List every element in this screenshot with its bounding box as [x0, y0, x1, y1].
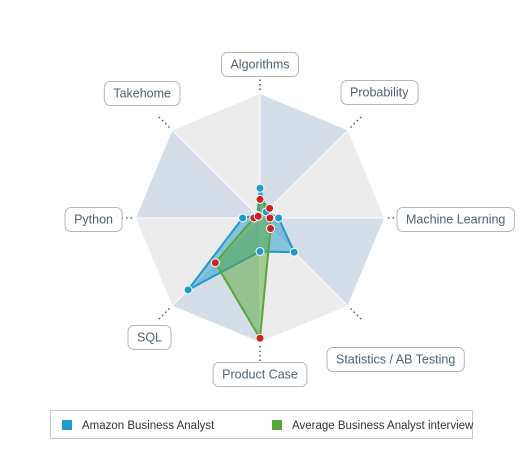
axis-label-8: Takehome: [103, 81, 181, 106]
radar-band: [260, 94, 348, 218]
spoke-extension: [156, 114, 171, 129]
axis-label-3: Machine Learning: [396, 207, 515, 232]
axis-label-6: SQL: [127, 325, 172, 350]
data-point-1-5[interactable]: [255, 246, 265, 256]
data-point-2-2[interactable]: [265, 203, 275, 213]
axis-label-7: Python: [64, 207, 123, 232]
spoke-extension: [349, 307, 364, 322]
spoke-line: [259, 129, 349, 219]
axis-label-text: Takehome: [113, 87, 171, 101]
legend-frame: [50, 410, 473, 439]
legend-label-1: Amazon Business Analyst: [82, 420, 215, 432]
data-point-2-3[interactable]: [265, 213, 275, 223]
radar-band: [260, 218, 384, 306]
axis-label-text: Machine Learning: [406, 213, 505, 227]
axis-label-text: Python: [74, 213, 113, 227]
radar-band: [260, 130, 384, 218]
axis-label-1: Algorithms: [221, 52, 299, 77]
data-point-2-5[interactable]: [255, 333, 265, 343]
axis-label-2: Probability: [340, 80, 419, 105]
radar-band: [136, 130, 260, 218]
data-point-2-8[interactable]: [253, 211, 263, 221]
radar-band: [172, 94, 260, 218]
spoke-line: [171, 129, 261, 219]
legend-item-2[interactable]: Average Business Analyst interview: [272, 420, 474, 432]
axis-label-4: Statistics / AB Testing: [326, 347, 465, 372]
spoke-extension: [156, 307, 171, 322]
axis-label-5: Product Case: [212, 362, 308, 387]
data-point-1-3[interactable]: [274, 213, 284, 223]
data-point-1-1[interactable]: [255, 183, 265, 193]
data-point-1-7[interactable]: [238, 213, 248, 223]
axis-label-text: Statistics / AB Testing: [336, 353, 455, 367]
axis-label-text: Product Case: [222, 368, 298, 382]
axis-label-text: SQL: [137, 331, 162, 345]
legend: Amazon Business Analyst Average Business…: [50, 410, 474, 439]
data-point-2-4[interactable]: [266, 224, 276, 234]
axis-labels: Algorithms Probability Machine Learning Sta…: [64, 52, 515, 387]
series-points: [183, 183, 299, 343]
data-point-2-1[interactable]: [255, 194, 265, 204]
legend-swatch-2: [272, 420, 282, 430]
data-point-1-6[interactable]: [183, 285, 193, 295]
data-point-2-6[interactable]: [210, 258, 220, 268]
legend-swatch-1: [62, 420, 72, 430]
data-point-1-4[interactable]: [289, 247, 299, 257]
spoke-extension: [349, 114, 364, 129]
legend-label-2: Average Business Analyst interview: [292, 420, 474, 432]
legend-item-1[interactable]: Amazon Business Analyst: [62, 420, 215, 432]
axis-label-text: Algorithms: [230, 58, 289, 72]
axis-label-text: Probability: [350, 86, 409, 100]
